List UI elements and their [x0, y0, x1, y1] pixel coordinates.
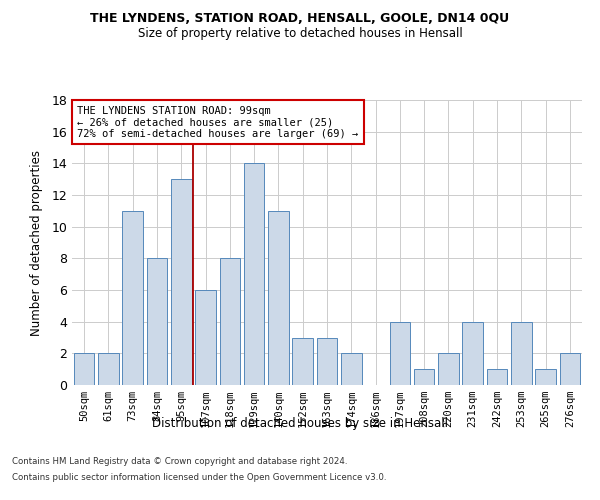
Text: Contains HM Land Registry data © Crown copyright and database right 2024.: Contains HM Land Registry data © Crown c…: [12, 458, 347, 466]
Bar: [146, 258, 167, 385]
Bar: [317, 338, 337, 385]
Bar: [98, 354, 119, 385]
Bar: [487, 369, 508, 385]
Bar: [463, 322, 483, 385]
Bar: [535, 369, 556, 385]
Bar: [511, 322, 532, 385]
Text: Distribution of detached houses by size in Hensall: Distribution of detached houses by size …: [152, 418, 448, 430]
Bar: [414, 369, 434, 385]
Bar: [292, 338, 313, 385]
Bar: [389, 322, 410, 385]
Bar: [438, 354, 459, 385]
Bar: [171, 179, 191, 385]
Text: THE LYNDENS, STATION ROAD, HENSALL, GOOLE, DN14 0QU: THE LYNDENS, STATION ROAD, HENSALL, GOOL…: [91, 12, 509, 26]
Bar: [244, 164, 265, 385]
Y-axis label: Number of detached properties: Number of detached properties: [30, 150, 43, 336]
Bar: [268, 211, 289, 385]
Bar: [560, 354, 580, 385]
Bar: [220, 258, 240, 385]
Bar: [195, 290, 216, 385]
Text: Contains public sector information licensed under the Open Government Licence v3: Contains public sector information licen…: [12, 472, 386, 482]
Text: Size of property relative to detached houses in Hensall: Size of property relative to detached ho…: [137, 28, 463, 40]
Text: THE LYNDENS STATION ROAD: 99sqm
← 26% of detached houses are smaller (25)
72% of: THE LYNDENS STATION ROAD: 99sqm ← 26% of…: [77, 106, 358, 139]
Bar: [341, 354, 362, 385]
Bar: [74, 354, 94, 385]
Bar: [122, 211, 143, 385]
